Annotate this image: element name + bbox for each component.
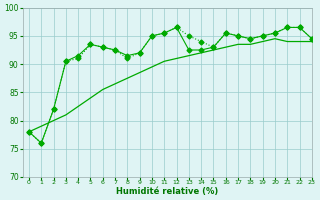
X-axis label: Humidité relative (%): Humidité relative (%) [116, 187, 219, 196]
